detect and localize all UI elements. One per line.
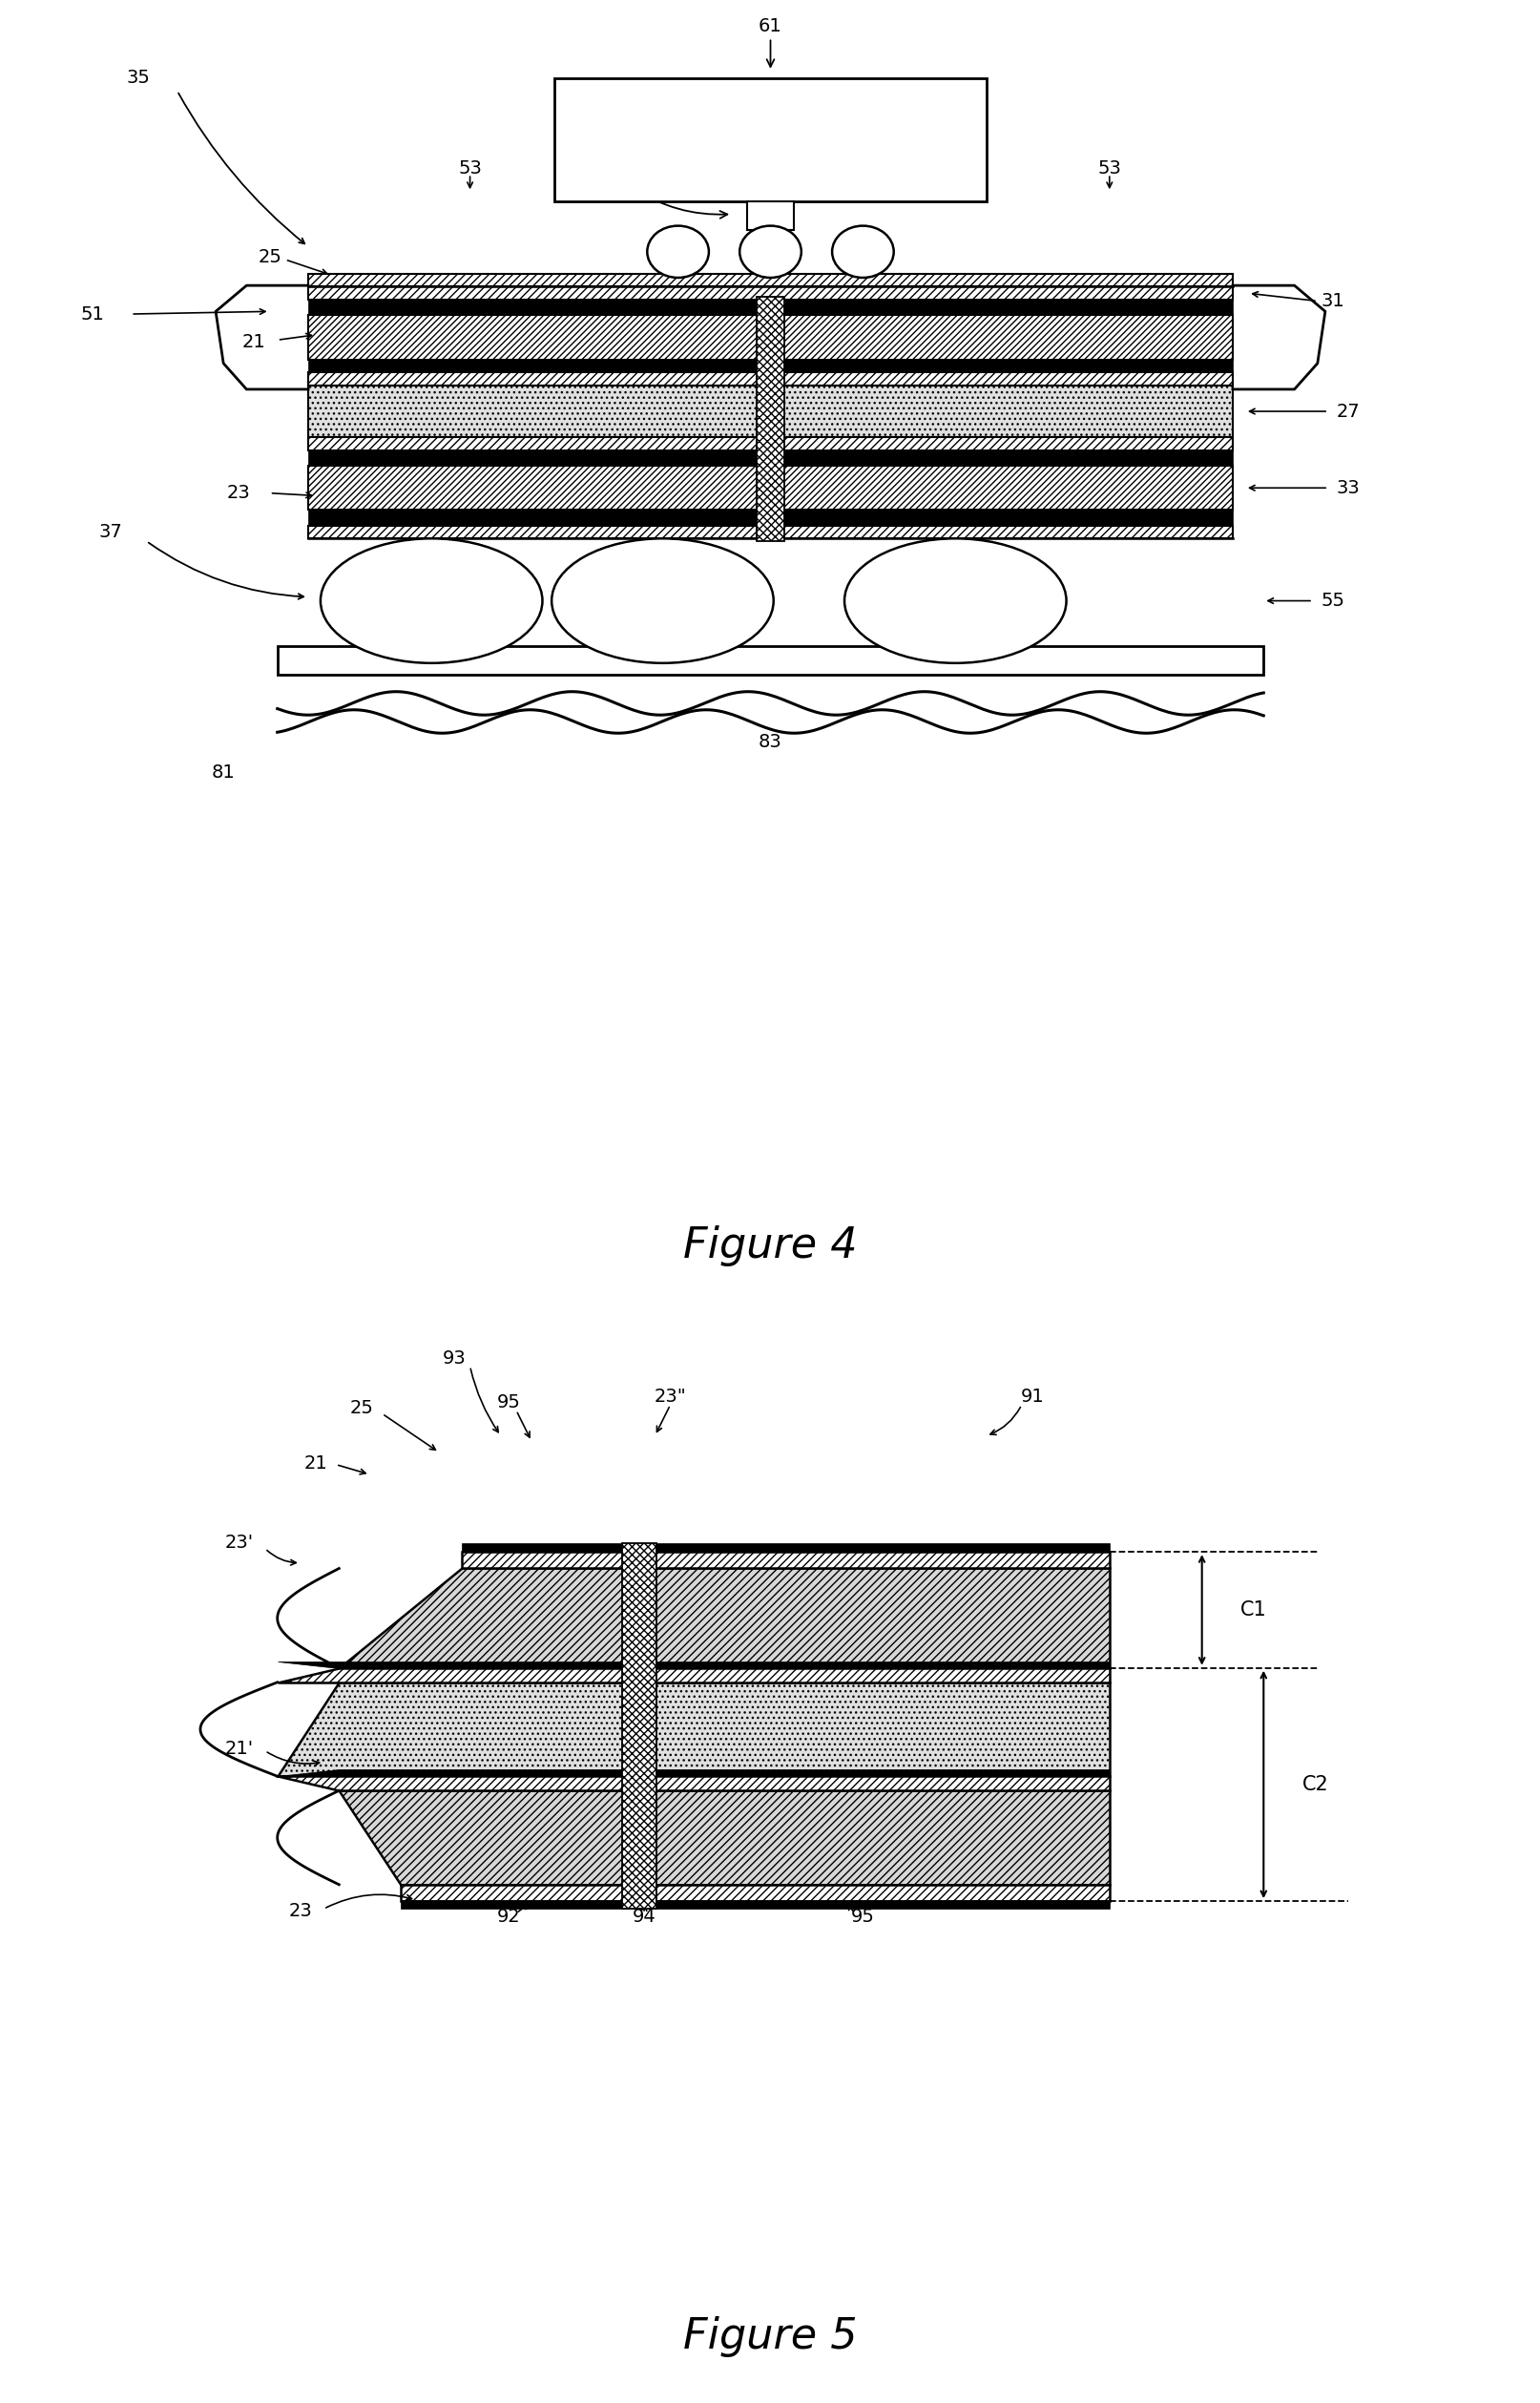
Text: 92: 92 [496, 1908, 521, 1925]
Bar [308, 360, 1232, 372]
Text: C1: C1 [1240, 1600, 1266, 1620]
Text: C2: C2 [1301, 1776, 1327, 1795]
Text: 71: 71 [604, 166, 727, 219]
Polygon shape [277, 1660, 1109, 1668]
Bar [277, 646, 1263, 675]
Text: 59: 59 [658, 574, 682, 594]
Bar [308, 466, 1232, 509]
Text: 37: 37 [99, 524, 123, 541]
Text: 33: 33 [1335, 478, 1360, 497]
Bar [554, 77, 986, 202]
Text: 85: 85 [420, 591, 442, 610]
Polygon shape [277, 1682, 1109, 1776]
Bar [601, 553, 724, 567]
Text: 21: 21 [242, 334, 266, 351]
Text: 85: 85 [944, 591, 966, 610]
Bar [747, 202, 793, 231]
Bar [893, 553, 1016, 567]
Text: 35: 35 [126, 70, 151, 87]
Bar [308, 372, 1232, 384]
Circle shape [739, 226, 801, 279]
Bar [756, 298, 784, 541]
Text: 81: 81 [211, 764, 236, 781]
Polygon shape [277, 1769, 1109, 1776]
Text: 23: 23 [288, 1903, 313, 1920]
Text: 95: 95 [496, 1394, 521, 1411]
Text: 91: 91 [1019, 1389, 1044, 1406]
Bar [308, 509, 1232, 526]
Text: 94: 94 [631, 1908, 656, 1925]
Bar [308, 526, 1232, 538]
Polygon shape [339, 1569, 1109, 1668]
Circle shape [832, 226, 893, 279]
Text: Figure 5: Figure 5 [682, 2316, 858, 2357]
Ellipse shape [551, 538, 773, 663]
Polygon shape [400, 1884, 1109, 1901]
Text: 83: 83 [758, 733, 782, 752]
Text: 23: 23 [226, 483, 251, 502]
Text: 61: 61 [758, 17, 782, 67]
Text: Figure 4: Figure 4 [682, 1226, 858, 1266]
Bar [308, 315, 1232, 360]
Bar [370, 553, 493, 567]
Circle shape [647, 226, 708, 279]
Bar [400, 1901, 1109, 1908]
Text: 53: 53 [457, 159, 482, 178]
Text: 85: 85 [651, 591, 673, 610]
Polygon shape [277, 1776, 1109, 1790]
Text: 51: 51 [80, 305, 105, 322]
Polygon shape [339, 1790, 1109, 1884]
Bar [308, 384, 1232, 437]
Text: 31: 31 [1320, 293, 1344, 310]
Bar [462, 1552, 1109, 1569]
Text: 93: 93 [442, 1350, 467, 1367]
Bar [308, 300, 1232, 315]
Text: 21': 21' [225, 1740, 253, 1757]
Text: 23": 23" [654, 1389, 685, 1406]
Bar [308, 274, 1232, 286]
Bar [308, 286, 1232, 300]
Bar [308, 449, 1232, 466]
Bar [308, 437, 1232, 449]
Text: 25: 25 [350, 1399, 374, 1418]
Text: 57: 57 [781, 180, 805, 221]
Text: 21: 21 [303, 1454, 328, 1473]
Polygon shape [277, 1668, 1109, 1682]
Text: 23': 23' [225, 1533, 253, 1552]
Text: 55: 55 [1320, 591, 1344, 610]
Bar [462, 1543, 1109, 1552]
Text: 95: 95 [850, 1908, 875, 1925]
Text: 53: 53 [1096, 159, 1121, 178]
Text: 25: 25 [257, 248, 282, 267]
Text: 27: 27 [1335, 401, 1360, 421]
Bar [622, 1543, 656, 1908]
Ellipse shape [844, 538, 1066, 663]
Ellipse shape [320, 538, 542, 663]
